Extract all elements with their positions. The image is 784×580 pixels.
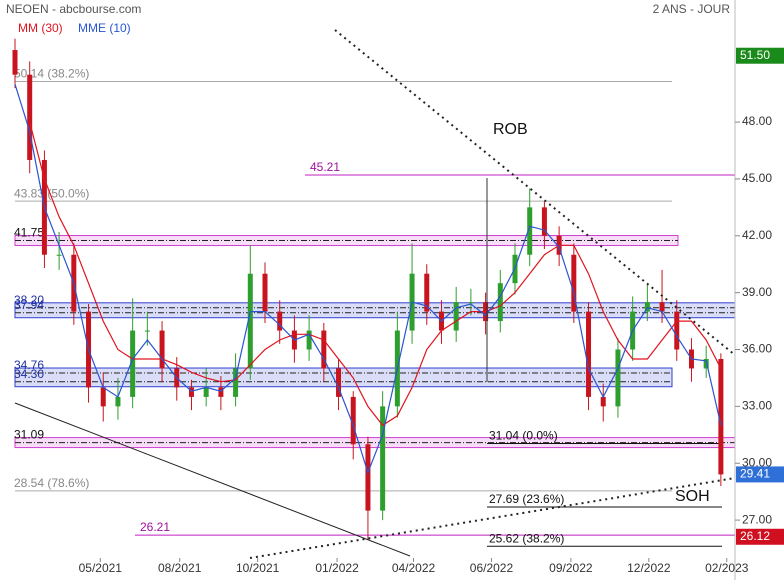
period: 2 ANS - JOUR [653, 2, 731, 16]
moving-average [29, 121, 722, 427]
candle-body [424, 273, 430, 312]
candle-body [130, 330, 136, 397]
candle-body [453, 302, 459, 331]
candle-body [12, 50, 18, 75]
chart-title: NEOEN - abcbourse.com [6, 2, 141, 16]
x-tick-label: 04/2022 [392, 561, 436, 575]
legend-entry: MM (30) [18, 21, 63, 35]
price-label: 29.41 [740, 467, 770, 481]
band-label: 38.20 [14, 293, 44, 307]
price-box [736, 466, 784, 483]
fib-label: 50.14 (38.2%) [14, 67, 89, 81]
candle-body [159, 330, 165, 369]
candle-body [27, 74, 33, 160]
price-label: 51.50 [740, 48, 770, 62]
price-box [736, 47, 784, 64]
support-trendline [249, 477, 736, 559]
retrace-label: 31.04 (0.0%) [489, 429, 558, 443]
candle-body [541, 207, 547, 236]
retrace-label: 25.62 (38.2%) [489, 531, 564, 545]
candle-body [262, 273, 268, 312]
candle-body [233, 368, 239, 397]
y-tick-label: 39.00 [742, 285, 772, 299]
band [14, 367, 673, 388]
legend-entry: MME (10) [78, 21, 131, 35]
candle-body [144, 330, 150, 332]
price-box [736, 528, 784, 545]
x-tick-label: 08/2021 [158, 561, 202, 575]
candle-body [306, 330, 312, 350]
magenta-label: 45.21 [310, 160, 340, 174]
y-tick-label: 36.00 [742, 342, 772, 356]
y-tick-label: 42.00 [742, 228, 772, 242]
candle-body [718, 358, 724, 475]
y-tick-label: 45.00 [742, 171, 772, 185]
band-label: 34.76 [14, 358, 44, 372]
candle-body [321, 330, 327, 369]
fib-label: 43.83 (50.0%) [14, 186, 89, 200]
x-tick-label: 05/2021 [79, 561, 123, 575]
candle-body [100, 387, 106, 407]
candle-body [674, 311, 680, 350]
candle-body [365, 444, 371, 511]
band-label: 37.94 [14, 298, 44, 312]
candle-body [600, 396, 606, 407]
candle-body [350, 396, 356, 445]
x-tick-label: 10/2021 [236, 561, 280, 575]
candle-body [586, 311, 592, 397]
candle-body [659, 302, 665, 312]
candle-body [115, 396, 121, 407]
candle-body [203, 387, 209, 397]
price-label: 26.12 [740, 529, 770, 543]
y-tick-label: 48.00 [742, 114, 772, 128]
candle-body [247, 273, 253, 369]
x-tick-label: 01/2022 [315, 561, 359, 575]
candle-body [277, 311, 283, 331]
annotation: ROB [493, 121, 528, 138]
candle-body [703, 358, 709, 369]
band [14, 302, 736, 319]
lower-trendline [14, 402, 411, 557]
candle-body [218, 387, 224, 397]
y-tick-label: 33.00 [742, 399, 772, 413]
candle-body [527, 207, 533, 255]
candle-body [336, 368, 342, 397]
retrace-label: 27.69 (23.6%) [489, 492, 564, 506]
candle-body [56, 254, 62, 256]
magenta-label: 26.21 [140, 520, 170, 534]
x-tick-label: 09/2022 [549, 561, 593, 575]
band-label: 41.75 [14, 226, 44, 240]
plot-layer [12, 38, 724, 540]
candle-body [380, 406, 386, 511]
fib-label: 28.54 (78.6%) [14, 476, 89, 490]
candle-body [644, 302, 650, 312]
resistance-trendline [334, 29, 736, 356]
y-tick-label: 30.00 [742, 455, 772, 469]
band-label: 34.30 [14, 367, 44, 381]
band-label: 31.09 [14, 428, 44, 442]
candle-body [188, 387, 194, 397]
y-tick-label: 27.00 [742, 512, 772, 526]
x-tick-label: 06/2022 [470, 561, 514, 575]
annotation: SOH [675, 488, 710, 505]
candle-body [615, 349, 621, 407]
candle-body [571, 254, 577, 312]
moving-average [14, 84, 722, 475]
candle-body [468, 302, 474, 304]
x-tick-label: 12/2022 [627, 561, 671, 575]
candle-body [497, 283, 503, 322]
x-tick-label: 02/2023 [705, 561, 749, 575]
